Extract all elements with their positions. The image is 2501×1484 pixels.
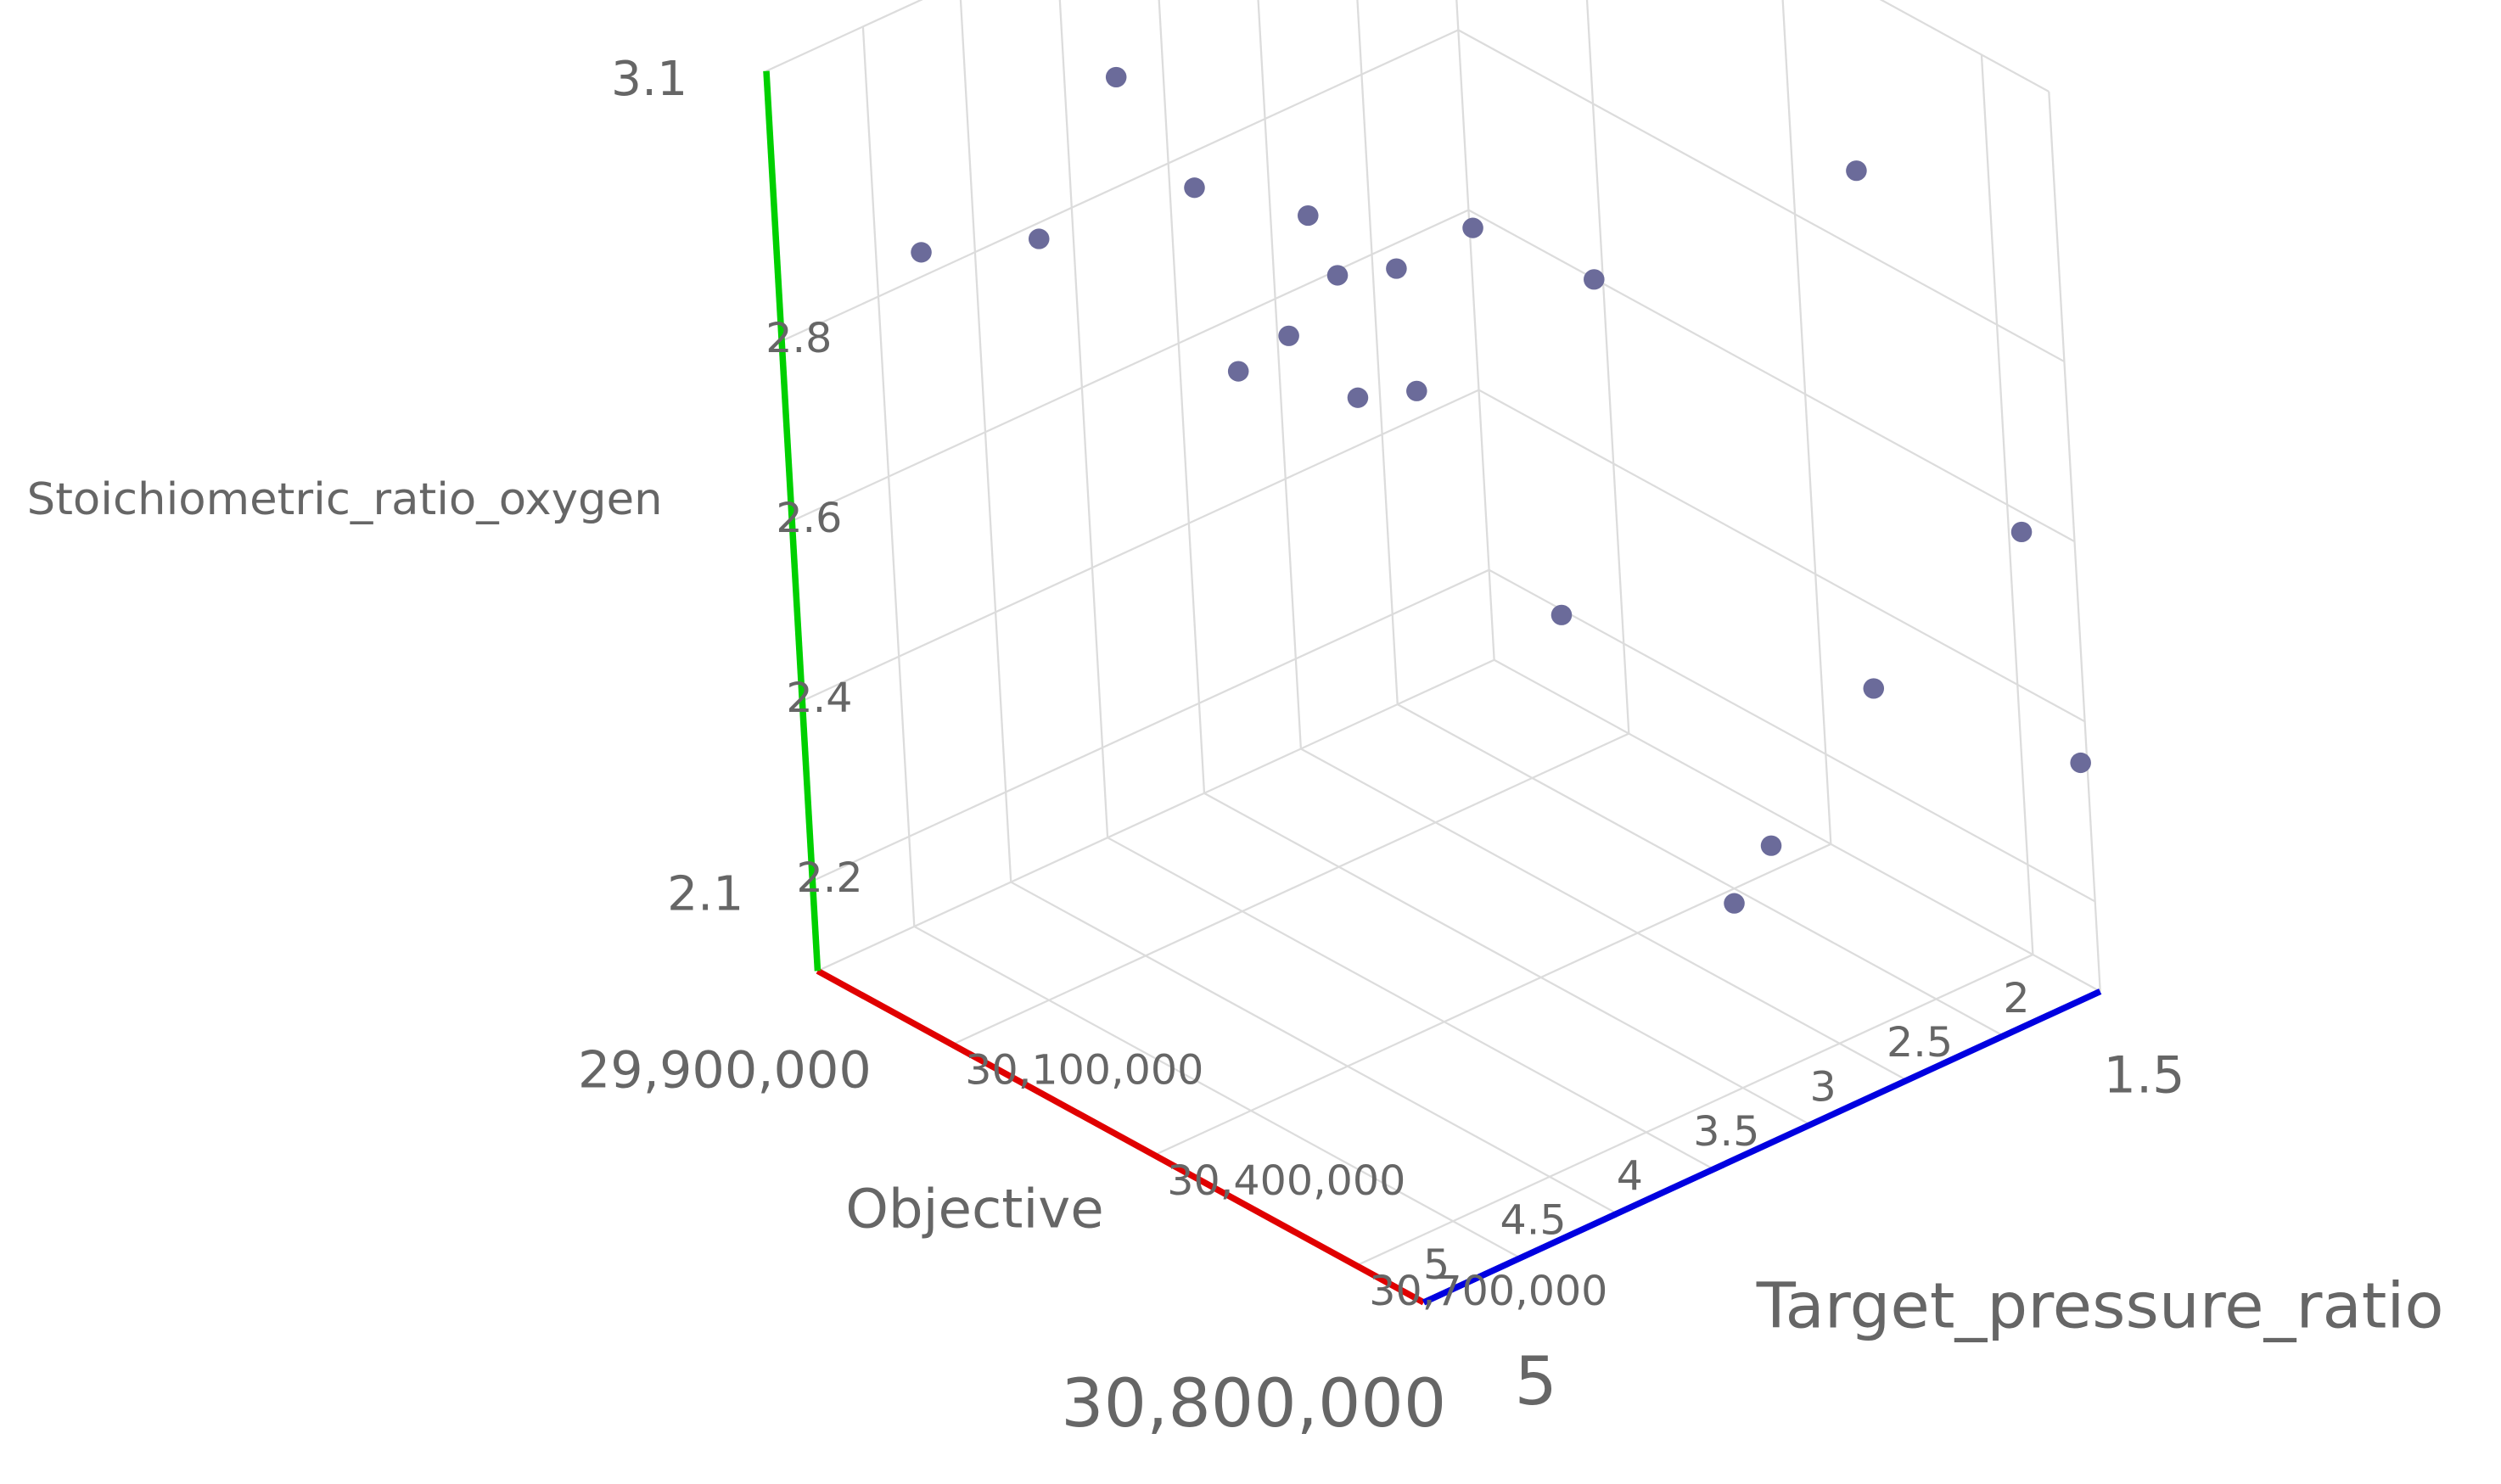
grid-line: [1058, 0, 1109, 838]
point: [1551, 604, 1573, 625]
grid-line: [1158, 0, 1206, 793]
grid-line: [913, 925, 1521, 1259]
grid-line: [1257, 0, 1303, 749]
box-edge: [2048, 91, 2101, 992]
y-range-label: 5: [1515, 1343, 1557, 1420]
y-axis-title: Target_pressure_ratio: [1756, 1268, 2444, 1342]
x-tick-label: 30,100,000: [965, 1047, 1203, 1095]
grid-line: [811, 568, 1490, 882]
grid-line: [1107, 837, 1714, 1170]
x-range-label: 30,800,000: [1061, 1365, 1446, 1442]
point: [1278, 325, 1299, 346]
y-range-label: 1.5: [2104, 1046, 2185, 1105]
box-edge: [765, 0, 923, 72]
point: [1227, 361, 1249, 382]
y-tick-label: 4: [1617, 1153, 1643, 1201]
z-tick-label: 2.2: [797, 854, 863, 902]
x-axis-title: Objective: [845, 1179, 1104, 1240]
y-tick-label: 4.5: [1500, 1197, 1566, 1245]
point: [1386, 258, 1407, 279]
point: [1846, 160, 1867, 182]
point: [1347, 387, 1369, 408]
grid-line: [1153, 843, 1831, 1156]
z-tick-label: 2.4: [786, 675, 852, 722]
y-tick-label: 2: [2003, 975, 2029, 1022]
point: [1462, 217, 1483, 238]
point: [1184, 177, 1205, 199]
box-edge: [816, 658, 1495, 972]
box-edge: [1455, 0, 1495, 660]
z-tick-label: 2.8: [765, 315, 832, 362]
z-tick-label: 2.6: [776, 495, 842, 542]
x-range-label: 29,900,000: [578, 1041, 872, 1100]
z-axis: [763, 70, 822, 972]
box-edge: [1879, 0, 2050, 92]
grid-line: [801, 389, 1479, 703]
x-tick-label: 30,400,000: [1167, 1157, 1405, 1205]
x-axis: [816, 968, 1426, 1306]
grid-line: [1781, 0, 1832, 844]
grid-line: [1397, 703, 2005, 1037]
grid-line: [1010, 881, 1618, 1215]
y-tick-label: 2.5: [1887, 1020, 1953, 1067]
grid-line: [1457, 29, 2065, 363]
point: [1724, 893, 1745, 914]
grid-line: [1467, 209, 2076, 543]
grid-line: [791, 209, 1469, 523]
point: [1863, 678, 1885, 699]
grid-line: [1489, 568, 2096, 903]
y-axis: [1422, 988, 2102, 1306]
z-axis-title: Stoichiometric_ratio_oxygen: [27, 474, 663, 526]
point: [911, 242, 932, 263]
grid-line: [1356, 0, 1399, 705]
grid-line: [1355, 954, 2033, 1267]
grid-line: [951, 732, 1629, 1046]
y-tick-label: 3: [1810, 1064, 1836, 1112]
point: [1326, 265, 1349, 286]
z-range-label: 3.1: [611, 53, 687, 108]
point: [1760, 835, 1782, 856]
box-edge: [1494, 658, 2101, 993]
z-range-label: 2.1: [667, 867, 743, 922]
point: [2010, 521, 2033, 543]
grid-line: [1478, 389, 2086, 723]
point: [2070, 752, 2091, 774]
y-tick-label: 3.5: [1693, 1108, 1759, 1156]
x-tick-label: 30,700,000: [1369, 1268, 1607, 1315]
grid-line: [1300, 748, 1908, 1082]
point: [1406, 380, 1427, 401]
y-tick-label: 5: [1423, 1241, 1450, 1289]
grid-line: [1203, 792, 1811, 1126]
grid-line: [781, 29, 1459, 342]
point: [1584, 269, 1605, 290]
point: [1298, 204, 1319, 227]
point: [1028, 228, 1050, 249]
point: [1105, 66, 1127, 88]
